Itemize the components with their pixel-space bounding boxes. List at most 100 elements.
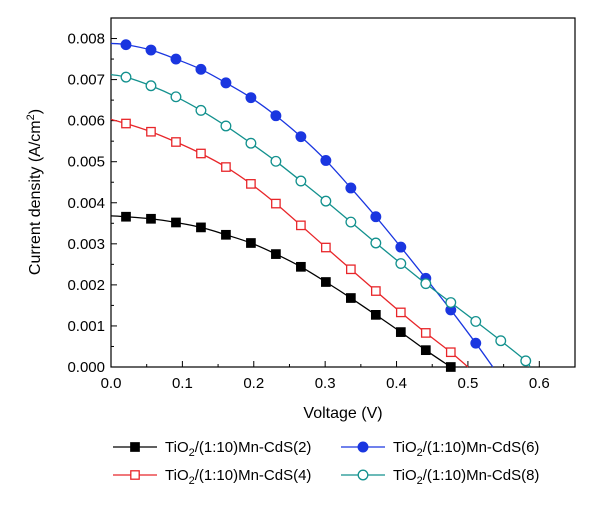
legend-label: TiO2/(1:10)Mn-CdS(4) <box>165 467 311 487</box>
data-point <box>245 137 257 149</box>
data-point <box>470 315 482 327</box>
data-point <box>146 213 156 224</box>
data-point <box>121 211 131 222</box>
y-axis-title-sup: 2 <box>25 114 37 120</box>
data-point <box>346 293 356 303</box>
x-tick-label: 0.6 <box>529 375 550 392</box>
legend-label: TiO2/(1:10)Mn-CdS(6) <box>393 439 539 459</box>
data-point <box>320 155 332 166</box>
data-point <box>345 216 357 228</box>
x-tick-label: 0.0 <box>101 375 122 392</box>
data-point <box>171 217 181 228</box>
x-tick-label: 0.5 <box>457 375 478 392</box>
data-point <box>295 175 307 187</box>
data-point <box>345 182 357 194</box>
data-point <box>295 131 307 143</box>
series-line <box>110 215 452 368</box>
data-point <box>221 162 231 172</box>
y-tick-label: 0.003 <box>67 236 105 253</box>
data-point <box>470 337 482 349</box>
series-2 <box>110 118 469 368</box>
x-tick-label: 0.3 <box>315 375 336 392</box>
data-point <box>296 261 306 272</box>
data-point <box>420 328 431 338</box>
data-point <box>420 278 432 290</box>
data-point <box>270 110 282 122</box>
data-point <box>145 44 157 56</box>
legend: TiO2/(1:10)Mn-CdS(2)TiO2/(1:10)Mn-CdS(4)… <box>113 439 539 487</box>
x-tick-label: 0.2 <box>243 375 264 392</box>
data-point <box>196 222 206 233</box>
data-point <box>246 238 256 248</box>
legend-marker <box>357 441 369 453</box>
data-point <box>220 120 232 132</box>
y-tick-label: 0.007 <box>67 72 105 89</box>
data-point <box>296 220 306 231</box>
data-point <box>445 362 456 372</box>
data-point <box>170 53 182 65</box>
series-4 <box>110 71 532 368</box>
y-tick-label: 0.006 <box>67 113 105 130</box>
legend-label: TiO2/(1:10)Mn-CdS(2) <box>165 439 311 459</box>
data-point <box>221 229 231 240</box>
data-point <box>271 198 281 209</box>
legend-label-sub: 2 <box>189 475 195 487</box>
data-point <box>246 179 256 189</box>
series-1 <box>110 211 456 372</box>
y-tick-label: 0.001 <box>67 318 105 335</box>
y-axis-title: Current density (A/cm2) <box>25 109 44 275</box>
legend-entry: TiO2/(1:10)Mn-CdS(8) <box>341 467 539 487</box>
data-point <box>495 335 507 347</box>
y-axis-title-tail: ) <box>27 109 44 114</box>
x-axis-title: Voltage (V) <box>303 405 382 422</box>
legend-label-main: TiO <box>393 467 417 484</box>
series-line <box>110 118 469 368</box>
data-point <box>245 92 257 104</box>
data-point <box>271 249 281 259</box>
series-line <box>110 42 494 368</box>
data-point <box>395 241 407 253</box>
legend-entry: TiO2/(1:10)Mn-CdS(2) <box>113 439 311 459</box>
plot-frame <box>110 17 576 368</box>
legend-label-sub: 2 <box>417 475 423 487</box>
y-tick-label: 0.004 <box>67 195 105 212</box>
data-point <box>195 104 207 116</box>
legend-marker <box>130 442 140 452</box>
data-point <box>370 211 382 223</box>
data-point <box>420 345 431 356</box>
legend-label-sub: 2 <box>189 447 195 459</box>
data-point <box>145 80 157 92</box>
legend-label-main: TiO <box>393 439 417 456</box>
data-point <box>146 126 156 137</box>
data-point <box>395 307 406 318</box>
legend-entry: TiO2/(1:10)Mn-CdS(4) <box>113 467 311 487</box>
legend-marker <box>357 469 369 481</box>
x-tick-label: 0.1 <box>172 375 193 392</box>
legend-label-tail: /(1:10)Mn-CdS(2) <box>195 439 312 456</box>
x-tick-label: 0.4 <box>386 375 407 392</box>
legend-label-main: TiO <box>165 467 189 484</box>
data-point <box>120 71 132 83</box>
data-point <box>445 297 457 308</box>
data-point <box>395 327 406 337</box>
data-point <box>370 286 381 296</box>
legend-label: TiO2/(1:10)Mn-CdS(8) <box>393 467 539 487</box>
data-point <box>171 137 181 147</box>
legend-label-tail: /(1:10)Mn-CdS(8) <box>423 467 540 484</box>
data-point <box>121 118 131 129</box>
y-axis-title-main: Current density (A/cm <box>27 120 44 275</box>
legend-label-tail: /(1:10)Mn-CdS(4) <box>195 467 312 484</box>
data-point <box>120 39 132 51</box>
legend-label-main: TiO <box>165 439 189 456</box>
data-point <box>445 347 456 358</box>
data-point <box>196 148 206 159</box>
legend-marker <box>130 470 140 480</box>
data-point <box>321 242 331 253</box>
legend-entry: TiO2/(1:10)Mn-CdS(6) <box>341 439 539 459</box>
data-point <box>370 310 381 320</box>
y-tick-label: 0.002 <box>67 277 105 294</box>
y-tick-label: 0.005 <box>67 154 105 171</box>
data-point <box>220 77 232 89</box>
data-point <box>370 237 382 249</box>
